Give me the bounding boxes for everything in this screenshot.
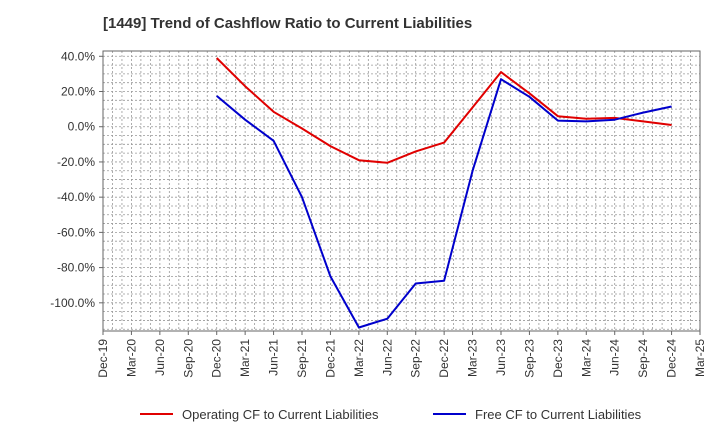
x-tick-label: Mar-24 (579, 339, 593, 377)
y-tick-label: -20.0% (57, 155, 95, 169)
x-tick-label: Mar-23 (466, 339, 480, 377)
x-tick-label: Jun-22 (380, 339, 394, 376)
x-tick-label: Sep-23 (522, 339, 536, 378)
x-tick-label: Dec-23 (551, 339, 565, 378)
x-tick-label: Jun-24 (608, 339, 622, 376)
chart-title: [1449] Trend of Cashflow Ratio to Curren… (103, 15, 473, 32)
x-tick-label: Sep-22 (409, 339, 423, 378)
y-tick-label: 40.0% (61, 49, 95, 63)
series-line-1 (215, 57, 672, 164)
x-tick-label: Dec-24 (665, 339, 679, 378)
x-tick-label: Mar-25 (693, 339, 707, 377)
series-layer (215, 57, 672, 329)
axis-layer: 40.0% 20.0% 0.0% -20.0% -40.0% -60.0% -80.0% -1… (50, 49, 707, 377)
legend: Operating CF to Current Liabilities Free … (140, 407, 642, 422)
y-tick-label: -80.0% (57, 261, 95, 275)
series-line-2 (216, 78, 672, 329)
x-tick-label: Jun-20 (153, 339, 167, 376)
plot-frame (102, 50, 701, 332)
x-tick-label: Sep-21 (295, 339, 309, 378)
x-tick-label: Sep-24 (636, 339, 650, 378)
x-tick-label: Mar-20 (124, 339, 138, 377)
x-tick-label: Dec-22 (437, 339, 451, 378)
x-tick-label: Sep-20 (181, 339, 195, 378)
legend-label-1: Operating CF to Current Liabilities (182, 407, 379, 422)
grid-layer (103, 51, 700, 331)
x-tick-label: Jun-21 (267, 339, 281, 376)
y-tick-label: -40.0% (57, 190, 95, 204)
x-tick-label: Dec-20 (210, 339, 224, 378)
y-tick-label: 20.0% (61, 85, 95, 99)
x-tick-label: Mar-22 (352, 339, 366, 377)
x-tick-label: Jun-23 (494, 339, 508, 376)
y-tick-label: -100.0% (50, 296, 95, 310)
x-tick-label: Dec-21 (323, 339, 337, 378)
y-tick-label: -60.0% (57, 225, 95, 239)
x-tick-label: Mar-21 (238, 339, 252, 377)
x-tick-label: Dec-19 (96, 339, 110, 378)
legend-label-2: Free CF to Current Liabilities (475, 407, 642, 422)
y-tick-label: 0.0% (68, 120, 96, 134)
